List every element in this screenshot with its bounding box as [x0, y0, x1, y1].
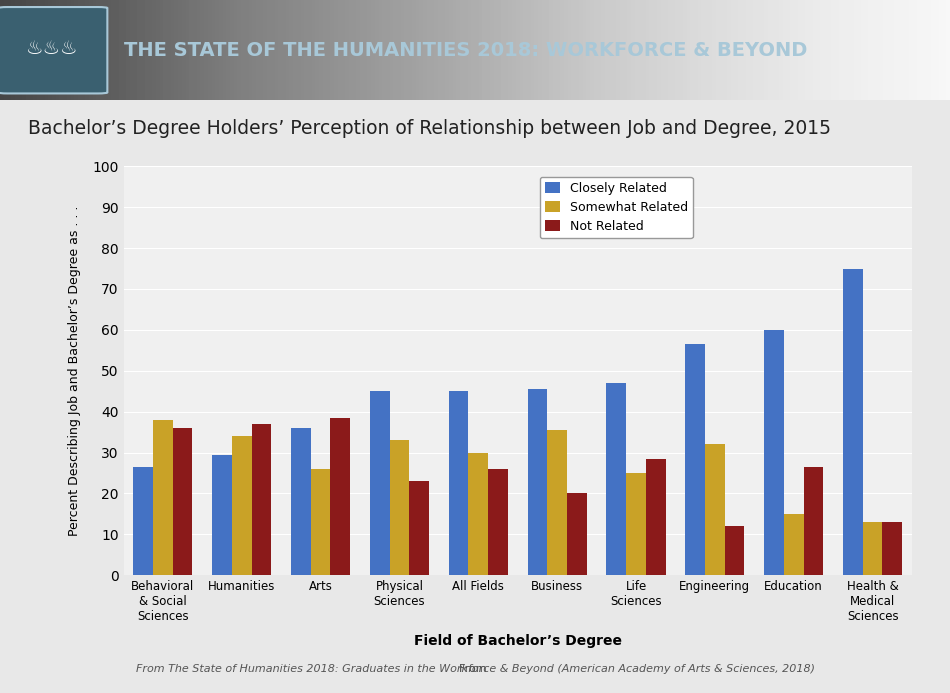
Bar	[468, 453, 488, 575]
Bar	[527, 389, 547, 575]
Bar	[212, 455, 232, 575]
Bar	[685, 344, 705, 575]
Text: THE STATE OF THE HUMANITIES 2018: WORKFORCE & BEYOND: THE STATE OF THE HUMANITIES 2018: WORKFO…	[124, 41, 807, 60]
Text: Bachelor’s Degree Holders’ Perception of Relationship between Job and Degree, 20: Bachelor’s Degree Holders’ Perception of…	[28, 119, 831, 138]
Bar	[331, 418, 351, 575]
Bar	[626, 473, 646, 575]
Bar	[725, 526, 745, 575]
Bar	[409, 481, 429, 575]
Bar	[133, 467, 153, 575]
Bar	[252, 424, 272, 575]
Bar	[705, 444, 725, 575]
Bar	[232, 436, 252, 575]
Bar	[646, 459, 666, 575]
Y-axis label: Percent Describing Job and Bachelor’s Degree as . . .: Percent Describing Job and Bachelor’s De…	[68, 206, 81, 536]
Bar	[764, 330, 784, 575]
Bar	[488, 469, 508, 575]
Bar	[883, 522, 902, 575]
Bar	[390, 440, 409, 575]
Text: ♨♨♨: ♨♨♨	[26, 39, 79, 58]
Bar	[448, 391, 468, 575]
FancyBboxPatch shape	[0, 7, 107, 94]
Bar	[370, 391, 390, 575]
X-axis label: Field of Bachelor’s Degree: Field of Bachelor’s Degree	[414, 634, 621, 648]
Text: From The State of Humanities 2018: Graduates in the Workforce & Beyond (American: From The State of Humanities 2018: Gradu…	[136, 664, 814, 674]
Bar	[784, 514, 804, 575]
Bar	[606, 383, 626, 575]
Bar	[804, 467, 824, 575]
Bar	[153, 420, 173, 575]
Bar	[843, 269, 863, 575]
Bar	[547, 430, 567, 575]
Bar	[567, 493, 587, 575]
Legend: Closely Related, Somewhat Related, Not Related: Closely Related, Somewhat Related, Not R…	[540, 177, 693, 238]
Text: From: From	[460, 664, 490, 674]
Bar	[291, 428, 311, 575]
Bar	[173, 428, 193, 575]
Bar	[863, 522, 883, 575]
Bar	[311, 469, 331, 575]
